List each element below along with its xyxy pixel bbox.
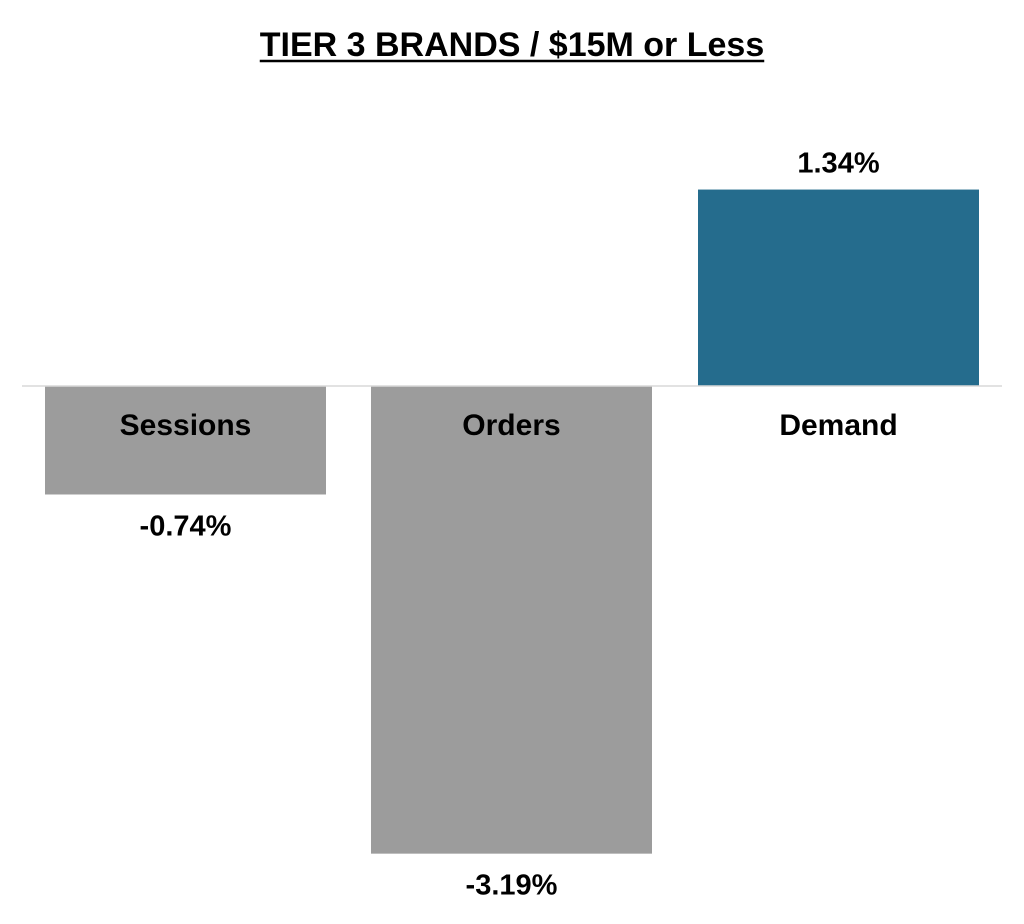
labels-group: Sessions -0.74% Orders -3.19% Demand 1.34% [120, 148, 898, 902]
bar-sessions [45, 386, 326, 495]
chart-title: TIER 3 BRANDS / $15M or Less [260, 26, 764, 64]
data-label-sessions: -0.74% [140, 510, 232, 542]
category-label-orders: Orders [462, 409, 560, 442]
category-label-demand: Demand [779, 409, 897, 442]
data-label-orders: -3.19% [466, 870, 558, 902]
data-label-demand: 1.34% [797, 148, 879, 180]
bar-orders [371, 386, 652, 854]
category-label-sessions: Sessions [120, 409, 252, 442]
bar-demand [698, 189, 979, 386]
bars-group [45, 189, 979, 854]
